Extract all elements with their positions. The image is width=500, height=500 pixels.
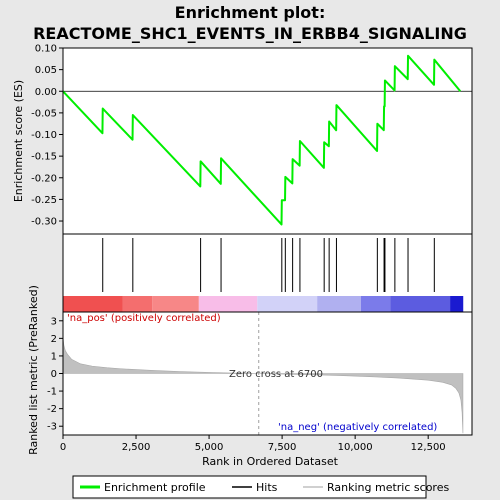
ranking-color-bar-segment	[317, 296, 361, 312]
es-y-tick-label: 0.10	[35, 44, 57, 55]
metric-y-tick-label: 3	[51, 316, 57, 327]
es-panel: 0.10 0.05 0.00 -0.05 -0.10 -0.15 -0.20 -0.25 -0.…	[31, 44, 473, 235]
positive-correlation-label: 'na_pos' (positively correlated)	[67, 313, 221, 324]
ranking-color-bar-segment	[122, 296, 153, 312]
zero-cross-label: Zero cross at 6700	[229, 369, 323, 380]
metric-y-tick-label: -2	[47, 404, 57, 415]
es-y-tick-label: -0.15	[31, 152, 57, 163]
metric-y-axis-label: Ranked list metric (PreRanked)	[27, 285, 40, 455]
es-y-tick-label: -0.10	[31, 130, 57, 141]
legend-hits-label: Hits	[256, 481, 278, 494]
metric-y-tick-label: -3	[47, 422, 57, 433]
metric-y-tick-label: 2	[51, 334, 57, 345]
metric-y-tick-label: -1	[47, 387, 57, 398]
x-tick-label: 0	[60, 442, 66, 453]
ranking-color-bar-segment	[360, 296, 391, 312]
legend-enrichment-label: Enrichment profile	[104, 481, 206, 494]
chart-title-line-1: Enrichment plot:	[175, 3, 326, 22]
x-tick-label: 12,500	[411, 442, 446, 453]
negative-correlation-label: 'na_neg' (negatively correlated)	[278, 422, 437, 433]
enrichment-profile-line	[62, 54, 462, 226]
metric-plot-frame	[62, 311, 473, 436]
metric-panel: 3 2 1 0 -1 -2 -3 'na_pos' (positively correlate…	[47, 311, 473, 453]
x-tick-label: 2,500	[122, 442, 151, 453]
ranking-color-bar-segment	[198, 296, 258, 312]
x-tick-label: 5,000	[195, 442, 224, 453]
ranking-color-bar-segment	[450, 296, 464, 312]
ranking-metric-area	[62, 336, 464, 434]
es-plot-background	[63, 48, 472, 234]
chart-title-line-2: REACTOME_SHC1_EVENTS_IN_ERBB4_SIGNALING	[33, 24, 467, 43]
ranking-color-bar-segment	[63, 296, 123, 312]
es-y-tick-label: 0.00	[35, 87, 57, 98]
ranking-color-bar-segment	[152, 296, 199, 312]
metric-y-tick-label: 1	[51, 351, 57, 362]
ranking-color-bar-segment	[390, 296, 451, 312]
es-y-tick-label: -0.25	[31, 195, 57, 206]
x-axis-label: Rank in Ordered Dataset	[202, 455, 339, 468]
metric-y-tick-label: 0	[51, 369, 57, 380]
es-y-tick-label: -0.30	[31, 217, 57, 228]
legend-metric-label: Ranking metric scores	[327, 481, 449, 494]
ranking-color-bar-segment	[257, 296, 318, 312]
es-y-tick-label: -0.20	[31, 173, 57, 184]
legend: Enrichment profile Hits Ranking metric s…	[72, 475, 449, 499]
x-tick-label: 10,000	[338, 442, 373, 453]
hits-panel	[62, 233, 473, 313]
es-y-tick-label: -0.05	[31, 108, 57, 119]
x-tick-label: 7,500	[268, 442, 297, 453]
es-y-axis-label: Enrichment score (ES)	[12, 80, 25, 202]
es-y-tick-label: 0.05	[35, 65, 57, 76]
